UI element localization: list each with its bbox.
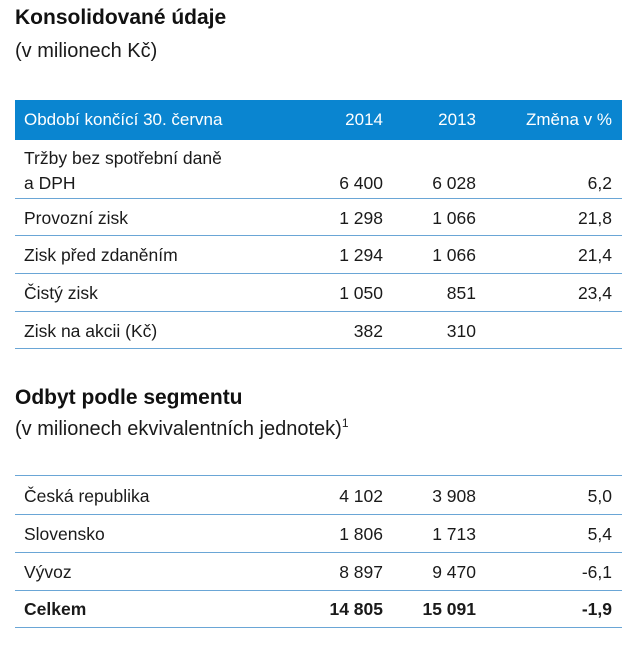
cell-2014: 382 xyxy=(353,321,383,341)
cell-2014: 1 294 xyxy=(339,245,383,265)
row-label: Čistý zisk xyxy=(24,283,98,303)
header-2014: 2014 xyxy=(345,110,383,129)
cell-change: 21,4 xyxy=(577,245,612,265)
row-label: Slovensko xyxy=(24,524,105,544)
total-2013: 15 091 xyxy=(422,599,476,619)
cell-2013: 310 xyxy=(446,321,476,341)
header-change: Změna v % xyxy=(526,110,612,129)
cell-2014: 8 897 xyxy=(339,562,383,582)
row-label: Vývoz xyxy=(24,562,72,582)
table-total-row: Celkem 14 805 15 091 -1,9 xyxy=(15,591,622,628)
cell-2014: 1 050 xyxy=(339,283,383,303)
cell-2013: 1 066 xyxy=(432,245,476,265)
table-row: Vývoz 8 897 9 470 -6,1 xyxy=(15,553,622,591)
cell-2014: 4 102 xyxy=(339,486,383,506)
row-label: Česká republika xyxy=(24,486,150,506)
header-period: Období končící 30. června xyxy=(24,110,223,129)
total-2014: 14 805 xyxy=(329,599,383,619)
cell-2014: 1 298 xyxy=(339,208,383,228)
cell-change: 21,8 xyxy=(577,208,612,228)
section1-subtitle: (v milionech Kč) xyxy=(15,40,158,62)
section1-title: Konsolidované údaje xyxy=(15,6,227,29)
cell-2013: 9 470 xyxy=(432,562,476,582)
table-row: Tržby bez spotřební daně a DPH 6 400 6 0… xyxy=(15,140,622,199)
total-change: -1,9 xyxy=(581,599,612,619)
cell-change: 6,2 xyxy=(587,173,612,193)
table-header: Období končící 30. června 2014 2013 Změn… xyxy=(15,100,622,140)
row-label: Provozní zisk xyxy=(24,208,129,228)
cell-2014: 1 806 xyxy=(339,524,383,544)
cell-2013: 851 xyxy=(446,283,476,303)
table-row: Zisk na akcii (Kč) 382 310 xyxy=(15,312,622,349)
cell-change: 23,4 xyxy=(577,283,612,303)
table-row: Provozní zisk 1 298 1 066 21,8 xyxy=(15,199,622,236)
table-row: Slovensko 1 806 1 713 5,4 xyxy=(15,515,622,553)
row-label: Zisk na akcii (Kč) xyxy=(24,321,158,341)
row-label: Zisk před zdaněním xyxy=(24,245,178,265)
cell-change: 5,4 xyxy=(587,524,612,544)
cell-2013: 1 066 xyxy=(432,208,476,228)
cell-2013: 1 713 xyxy=(432,524,476,544)
section2-subtitle: (v milionech ekvivalentních jednotek)1 xyxy=(15,416,349,441)
cell-2014: 6 400 xyxy=(339,173,383,193)
table-row: Česká republika 4 102 3 908 5,0 xyxy=(15,476,622,515)
cell-change: 5,0 xyxy=(587,486,612,506)
segment-table: Česká republika 4 102 3 908 5,0 Slovensk… xyxy=(15,475,622,628)
row-label: Tržby bez spotřební daně xyxy=(24,148,222,168)
cell-change: -6,1 xyxy=(581,562,612,582)
cell-2013: 3 908 xyxy=(432,486,476,506)
consolidated-table: Období končící 30. června 2014 2013 Změn… xyxy=(15,100,622,349)
total-label: Celkem xyxy=(24,599,87,619)
section2-title: Odbyt podle segmentu xyxy=(15,386,243,409)
header-2013: 2013 xyxy=(438,110,476,129)
table-row: Zisk před zdaněním 1 294 1 066 21,4 xyxy=(15,236,622,274)
cell-2013: 6 028 xyxy=(432,173,476,193)
row-label-cont: a DPH xyxy=(24,173,76,193)
section2-subtitle-text: (v milionech ekvivalentních jednotek) xyxy=(15,418,342,440)
table-row: Čistý zisk 1 050 851 23,4 xyxy=(15,274,622,312)
footnote-mark: 1 xyxy=(341,416,349,430)
